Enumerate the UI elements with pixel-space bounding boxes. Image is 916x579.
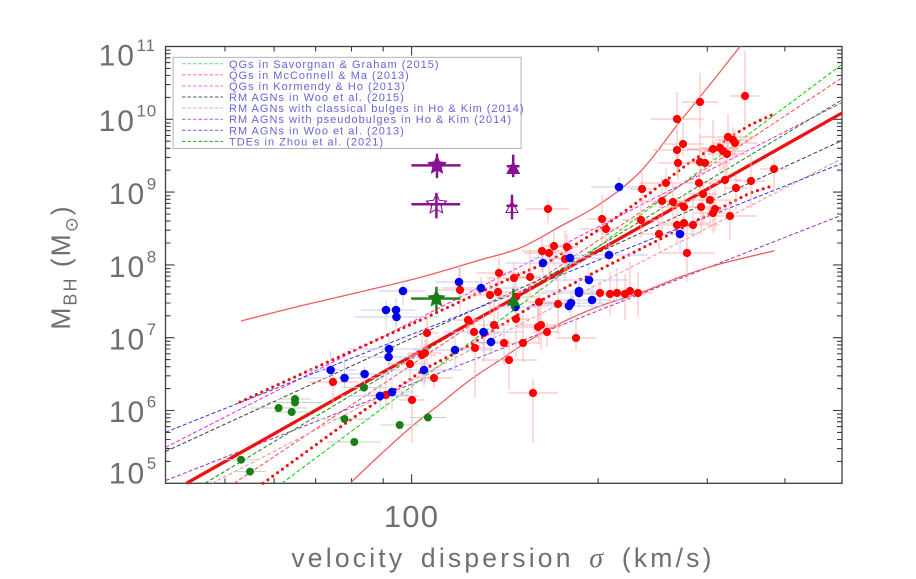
svg-text:QGs in McConnell & Ma (2013): QGs in McConnell & Ma (2013) [229,70,410,82]
svg-text:10: 10 [109,251,146,284]
svg-text:RM AGNs in Woo et al. (2015): RM AGNs in Woo et al. (2015) [229,92,405,104]
svg-text:10: 10 [109,457,146,490]
svg-text:10: 10 [109,396,146,429]
svg-text:QGs in Kormendy & Ho (2013): QGs in Kormendy & Ho (2013) [229,81,406,93]
svg-text:10: 10 [99,105,136,138]
svg-text:9: 9 [147,174,157,193]
svg-text:6: 6 [147,393,157,412]
svg-text:100: 100 [384,499,439,534]
svg-text:5: 5 [147,454,157,473]
svg-text:RM AGNs in Woo et al. (2013): RM AGNs in Woo et al. (2013) [229,125,405,137]
svg-text:7: 7 [147,320,157,339]
svg-text:RM AGNs with classical bulges: RM AGNs with classical bulges in Ho & Ki… [229,103,525,115]
svg-text:11: 11 [137,36,156,55]
svg-text:10: 10 [137,101,158,120]
svg-text:8: 8 [147,247,157,266]
svg-text:TDEs in Zhou et al. (2021): TDEs in Zhou et al. (2021) [229,136,384,148]
svg-text:RM AGNs with pseudobulges in H: RM AGNs with pseudobulges in Ho & Kim (2… [229,114,512,126]
svg-text:10: 10 [109,324,146,357]
svg-text:10: 10 [109,178,146,211]
svg-text:velocity dispersion σ (km/s): velocity dispersion σ (km/s) [291,543,714,574]
svg-text:QGs in Savorgnan & Graham (201: QGs in Savorgnan & Graham (2015) [229,59,440,71]
svg-text:10: 10 [99,40,136,73]
